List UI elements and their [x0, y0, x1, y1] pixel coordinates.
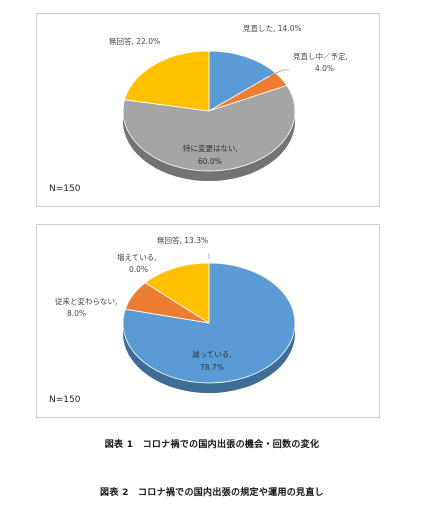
pie-chart-2: 減っている, 78.7% 従来と変わらない, 8.0% 増えている, 0.0% …	[55, 235, 296, 393]
pie-chart-panel-2: 減っている, 78.7% 従来と変わらない, 8.0% 増えている, 0.0% …	[36, 224, 380, 418]
slice-label-fueteiru-value: 0.0%	[129, 265, 148, 274]
pie-slice	[144, 262, 210, 324]
leader-line	[268, 69, 289, 77]
figure-caption-2: 図表 2 コロナ禍での国内出張の規定や運用の見直し	[100, 488, 324, 498]
slice-label-minaoshi-chu: 見直し中／予定,	[293, 51, 348, 61]
pie-slice	[208, 50, 276, 112]
pie-side-segment	[123, 323, 295, 393]
pie-chart-1: 見直した, 14.0% 見直し中／予定, 4.0% 特に変更はない, 60.0%…	[109, 23, 348, 181]
sample-size-label: N=150	[49, 184, 81, 194]
slice-label-fueteiru: 増えている,	[117, 252, 157, 262]
slice-label-mukaito: 無回答, 22.0%	[109, 36, 160, 46]
slice-label-tokuni-value: 60.0%	[198, 157, 222, 166]
slice-label-juurai-value: 8.0%	[67, 309, 86, 318]
slice-label-mukaito-2: 無回答, 13.3%	[157, 235, 208, 245]
slice-label-tokuni: 特に変更はない,	[183, 143, 238, 153]
slice-label-minaoshi-chu-value: 4.0%	[315, 64, 334, 73]
sample-size-label: N=150	[49, 395, 81, 405]
pie-chart-panel-1: 見直した, 14.0% 見直し中／予定, 4.0% 特に変更はない, 60.0%…	[36, 13, 380, 207]
slice-label-mitoshita: 見直した, 14.0%	[243, 23, 302, 33]
pie-slice	[122, 84, 296, 172]
slice-label-hetteiru-value: 78.7%	[200, 363, 224, 372]
slice-label-hetteiru: 減っている,	[192, 349, 232, 359]
pie-side-segment	[123, 111, 295, 181]
figure-caption-1: 図表 1 コロナ禍での国内出張の機会・回数の変化	[104, 440, 320, 450]
slice-label-juurai: 従来と変わらない,	[55, 296, 117, 306]
pie-slice	[124, 50, 210, 112]
